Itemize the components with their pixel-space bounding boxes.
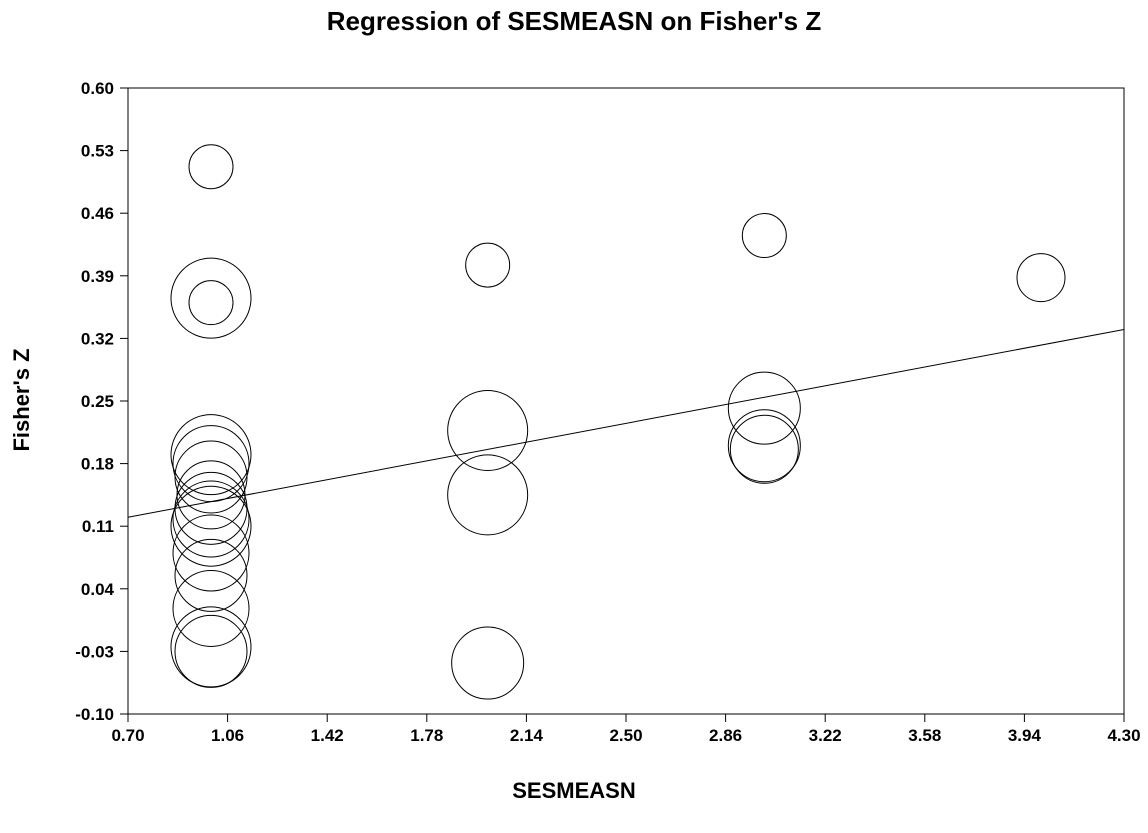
x-tick-label: 2.14 [510,726,544,745]
x-tick-label: 2.50 [609,726,642,745]
x-axis-label: SESMEASN [512,778,636,803]
x-tick-label: 4.30 [1107,726,1140,745]
data-point [188,280,234,326]
regression-line [127,328,1125,518]
data-point [465,242,511,288]
y-tick-label: 0.32 [81,329,114,348]
data-point [170,485,252,567]
data-point [727,409,801,483]
data-point [727,371,801,445]
data-point [172,425,250,503]
y-tick-label: 0.04 [81,580,115,599]
x-tick-label: 2.86 [709,726,742,745]
data-point [172,569,250,647]
y-tick-label: 0.60 [81,79,114,98]
data-point [451,626,525,700]
data-point [447,390,529,472]
y-tick-label: 0.25 [81,392,114,411]
data-point [170,414,252,496]
chart-title: Regression of SESMEASN on Fisher's Z [326,6,822,36]
data-point [170,257,252,339]
data-point [1016,253,1066,303]
x-tick-label: 1.78 [410,726,443,745]
y-tick-label: 0.11 [82,517,114,536]
y-tick-label: 0.46 [81,204,114,223]
y-tick-label: -0.10 [75,705,114,724]
data-point [174,440,248,514]
x-tick-label: 3.58 [908,726,941,745]
plot-area-frame [127,87,1125,715]
x-tick-label: 3.94 [1008,726,1042,745]
y-tick-label: 0.18 [81,455,114,474]
x-tick-label: 3.22 [809,726,842,745]
data-point [174,614,248,688]
y-tick-label: 0.53 [81,142,114,161]
data-point [174,538,248,612]
y-tick-label: 0.39 [81,267,114,286]
data-point [188,144,234,190]
data-point [174,471,248,545]
data-point [729,414,799,484]
data-point [172,514,250,592]
x-tick-label: 1.06 [211,726,244,745]
data-point [741,213,787,259]
data-point [447,454,529,536]
x-tick-label: 0.70 [111,726,144,745]
y-tick-label: -0.03 [75,642,114,661]
x-tick-label: 1.42 [311,726,344,745]
data-point [172,480,250,558]
